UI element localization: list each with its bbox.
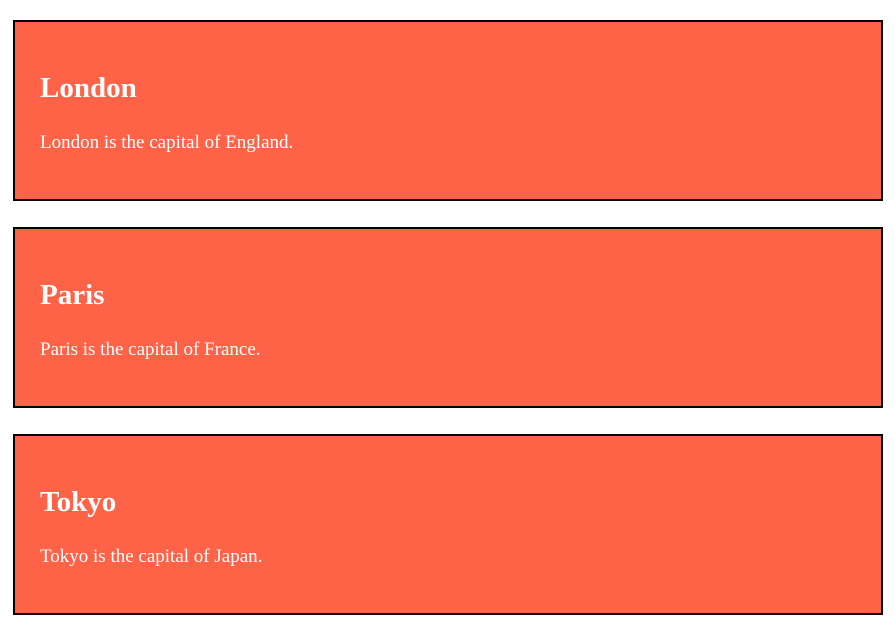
- city-description: Paris is the capital of France.: [40, 339, 261, 360]
- city-title: Tokyo: [40, 486, 117, 518]
- city-description: Tokyo is the capital of Japan.: [40, 546, 263, 567]
- city-card-london: London London is the capital of England.: [13, 20, 883, 201]
- city-card-paris: Paris Paris is the capital of France.: [13, 227, 883, 408]
- city-description: London is the capital of England.: [40, 132, 294, 153]
- city-title: Paris: [40, 279, 105, 311]
- city-card-tokyo: Tokyo Tokyo is the capital of Japan.: [13, 434, 883, 615]
- city-title: London: [40, 72, 137, 104]
